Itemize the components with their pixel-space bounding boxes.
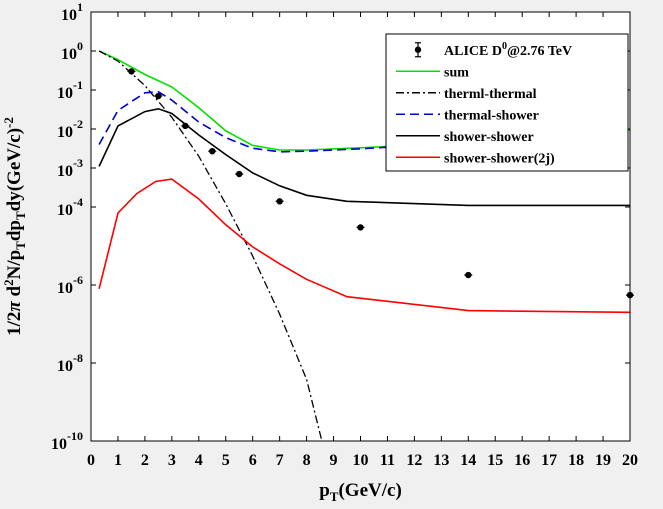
legend-entry-sum: sum — [396, 65, 469, 80]
data-point-marker — [465, 271, 472, 279]
series-line-shower-shower-2j- — [98, 178, 630, 314]
y-axis-label-part: d — [4, 285, 25, 301]
data-point — [235, 170, 244, 178]
legend-label: thermal-shower — [444, 108, 539, 123]
x-tick-label: 5 — [222, 452, 230, 469]
legend-entry-data: ALICE D0@2.76 TeV — [414, 41, 572, 59]
y-axis-label-part: 2 — [1, 279, 16, 286]
data-point-marker — [357, 224, 364, 231]
legend-box — [385, 33, 629, 172]
x-axis-label-main: p — [319, 480, 330, 501]
series-line-sum — [98, 50, 630, 151]
y-axis-label-part: dy(GeV/c) — [4, 128, 25, 211]
legend-label-data: ALICE D0@2.76 TeV — [444, 41, 572, 59]
x-tick-label: 6 — [249, 452, 257, 469]
legend-label: sum — [444, 65, 469, 80]
x-tick-label: 10 — [353, 452, 369, 469]
legend-marker — [414, 46, 422, 53]
y-axis-label-part: N/p — [4, 250, 25, 280]
axis-ticks: 0 1 2 3 4 5 6 7 8 9 10 11 12 13 14 15 16 17 18 19 2010-1010-… — [51, 0, 638, 469]
x-tick-label: 1 — [114, 452, 122, 469]
data-point-marker — [182, 122, 189, 130]
y-axis-label-part: T — [13, 241, 28, 250]
legend-label: shower-shower — [444, 130, 534, 145]
x-tick-label: 3 — [168, 452, 176, 469]
data-point — [181, 122, 190, 130]
y-axis-label-part: 1/2 — [4, 312, 25, 336]
series-line-thermal-shower — [98, 90, 630, 153]
y-axis-label-part: -2 — [1, 117, 16, 128]
y-tick-label: 10-2 — [57, 117, 83, 141]
x-tick-label: 19 — [595, 452, 611, 469]
data-point — [208, 147, 217, 155]
x-axis-label: pT(GeV/c) — [319, 480, 402, 504]
x-axis-label-tail: (GeV/c) — [338, 480, 401, 501]
legend-label: therml-thermal — [444, 87, 537, 102]
data-point-marker — [209, 147, 216, 155]
data-point-marker — [236, 170, 243, 178]
x-tick-label: 7 — [276, 452, 284, 469]
data-point — [127, 68, 136, 75]
y-tick-label: 10-10 — [51, 429, 83, 453]
data-point — [275, 198, 284, 205]
data-point — [356, 224, 365, 231]
data-points — [127, 68, 634, 299]
x-tick-label: 11 — [380, 452, 395, 469]
x-tick-label: 2 — [141, 452, 149, 469]
data-point-marker — [276, 198, 283, 205]
data-point — [154, 92, 163, 100]
x-tick-label: 8 — [303, 452, 311, 469]
legend-entry-thermal-shower: thermal-shower — [396, 108, 539, 123]
y-tick-label: 10-6 — [57, 273, 83, 297]
x-tick-label: 17 — [541, 452, 557, 469]
y-axis-label: 1/2π d2N/pTdpTdy(GeV/c)-2 — [1, 117, 28, 336]
x-tick-label: 12 — [406, 452, 422, 469]
x-tick-label: 20 — [622, 452, 638, 469]
x-tick-label: 4 — [195, 452, 203, 469]
legend-entry-therml-thermal: therml-thermal — [396, 87, 537, 102]
y-tick-label: 100 — [61, 39, 83, 63]
y-axis-label-part: T — [13, 211, 28, 220]
y-axis-label-part: dp — [4, 220, 25, 241]
y-axis-label-part: π — [4, 301, 25, 312]
legend-label: shower-shower(2j) — [444, 151, 555, 166]
y-tick-label: 10-3 — [57, 156, 83, 180]
x-tick-label: 9 — [330, 452, 338, 469]
data-point-marker — [128, 68, 135, 75]
y-tick-label: 101 — [61, 0, 83, 24]
data-point — [464, 271, 473, 279]
series-lines — [98, 50, 630, 441]
x-tick-label: 14 — [460, 452, 476, 469]
x-axis-label-subscript: T — [330, 489, 339, 504]
x-tick-label: 16 — [514, 452, 530, 469]
y-tick-label: 10-8 — [57, 351, 83, 375]
y-tick-label: 10-1 — [57, 78, 83, 102]
legend-entry-shower-shower-2j-: shower-shower(2j) — [396, 151, 555, 166]
x-tick-label: 0 — [87, 452, 95, 469]
series-line-shower-shower — [98, 107, 630, 207]
legend: ALICE D0@2.76 TeV sum therml-thermal therma… — [385, 33, 629, 172]
legend-entry-shower-shower: shower-shower — [396, 130, 534, 145]
x-tick-label: 15 — [487, 452, 503, 469]
x-tick-label: 13 — [433, 452, 449, 469]
data-point-marker — [155, 92, 162, 100]
x-tick-label: 18 — [568, 452, 584, 469]
y-tick-label: 10-4 — [57, 195, 83, 219]
